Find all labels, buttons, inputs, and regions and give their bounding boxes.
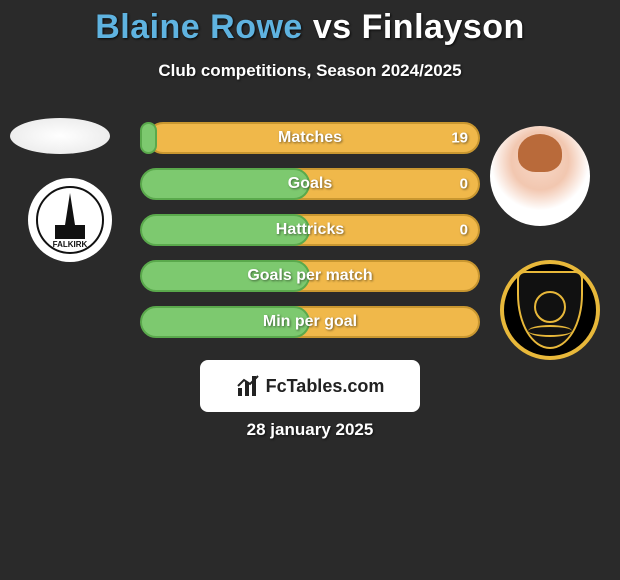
stat-row: Min per goal [140, 306, 480, 338]
content-root: Blaine Rowe vs Finlayson Club competitio… [0, 0, 620, 81]
page-title: Blaine Rowe vs Finlayson [0, 0, 620, 47]
stat-value-right: 19 [451, 130, 468, 147]
player-right-photo [490, 126, 590, 226]
stat-value-right: 0 [460, 222, 468, 239]
svg-text:FALKIRK: FALKIRK [53, 240, 88, 249]
club-badge-right-icon [517, 271, 583, 349]
stats-container: Matches 19 Goals 0 Hattricks 0 Goals per match… [140, 122, 480, 352]
stat-bar-left [140, 122, 157, 154]
brand-text: FcTables.com [266, 376, 385, 397]
stat-value-right: 0 [460, 176, 468, 193]
club-badge-left-icon: FALKIRK [35, 185, 105, 255]
title-vs: vs [313, 8, 352, 46]
player-right-club-badge [500, 260, 600, 360]
stat-label: Goals per match [247, 267, 372, 285]
player-left-photo [10, 118, 110, 154]
stat-row: Matches 19 [140, 122, 480, 154]
stat-label: Min per goal [263, 313, 357, 331]
brand-badge[interactable]: FcTables.com [200, 360, 420, 412]
stat-row: Hattricks 0 [140, 214, 480, 246]
stat-bar-left [140, 168, 310, 200]
title-player2: Finlayson [362, 8, 525, 46]
title-player1: Blaine Rowe [95, 8, 303, 46]
subtitle: Club competitions, Season 2024/2025 [0, 61, 620, 81]
stat-label: Hattricks [276, 221, 344, 239]
chart-icon [236, 374, 260, 398]
stat-label: Goals [288, 175, 332, 193]
date-text: 28 january 2025 [247, 420, 374, 440]
stat-row: Goals per match [140, 260, 480, 292]
stat-row: Goals 0 [140, 168, 480, 200]
stat-label: Matches [278, 129, 342, 147]
player-left-club-badge: FALKIRK [28, 178, 112, 262]
